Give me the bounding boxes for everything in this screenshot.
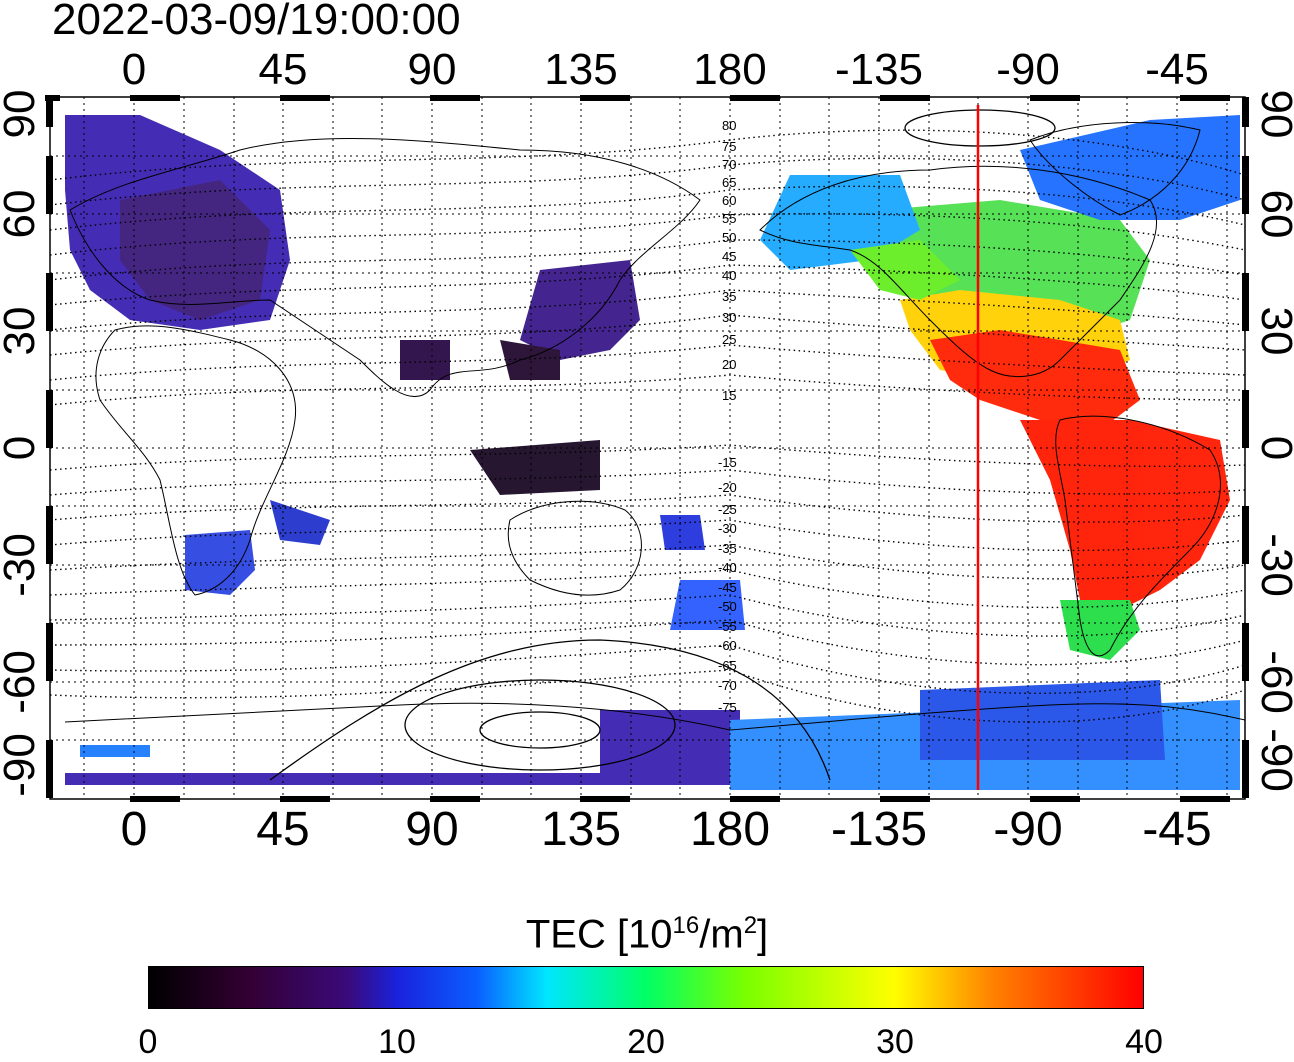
lat-tick-right: 60 bbox=[1252, 190, 1294, 239]
colorbar-title-end: ] bbox=[757, 912, 769, 957]
lon-tick-bottom: 135 bbox=[541, 803, 621, 856]
colorbar-title-unit-exponent: 2 bbox=[743, 912, 758, 939]
lat-tick-right: 90 bbox=[1252, 90, 1294, 139]
lat-tick-left: 0 bbox=[0, 436, 44, 460]
geomag-labels: 80 75 70 65 60 55 50 45 40 35 30 25 20 1… bbox=[718, 118, 737, 715]
geomag-label: -35 bbox=[718, 541, 737, 556]
lat-tick-right: -60 bbox=[1252, 650, 1294, 714]
frame-tick-bars bbox=[45, 95, 1249, 802]
geomag-label: 75 bbox=[722, 139, 736, 154]
geomag-label: 30 bbox=[722, 310, 736, 325]
lon-tick-top: -135 bbox=[835, 45, 923, 94]
lat-tick-right: -90 bbox=[1252, 728, 1294, 792]
geomag-label: 50 bbox=[722, 230, 736, 245]
tec-asia bbox=[400, 260, 745, 630]
lon-tick-bottom: -45 bbox=[1142, 803, 1211, 856]
coastlines bbox=[64, 122, 1245, 731]
colorbar-tick: 0 bbox=[138, 1023, 158, 1061]
lon-axis-bottom: 0 45 90 135 180 -135 -90 -45 bbox=[121, 803, 1212, 856]
lon-tick-bottom: -135 bbox=[831, 803, 927, 856]
tec-map: 80 75 70 65 60 55 50 45 40 35 30 25 20 1… bbox=[0, 45, 1294, 856]
lat-tick-left: 30 bbox=[0, 307, 44, 356]
colorbar-tick: 20 bbox=[627, 1023, 665, 1061]
geomag-label: -15 bbox=[718, 455, 737, 470]
lon-tick-top: 180 bbox=[693, 45, 766, 94]
geomag-label: 20 bbox=[722, 357, 736, 372]
geomag-label: 40 bbox=[722, 268, 736, 283]
geomag-label: 70 bbox=[722, 157, 736, 172]
colorbar-title-exponent: 16 bbox=[672, 912, 700, 939]
lon-tick-top: -90 bbox=[996, 45, 1060, 94]
geomag-label: 25 bbox=[722, 332, 736, 347]
graticule bbox=[50, 97, 1245, 799]
geomag-label: -25 bbox=[718, 502, 737, 517]
geomag-label: 45 bbox=[722, 249, 736, 264]
colorbar-title-unit: /m bbox=[699, 912, 744, 957]
lon-tick-bottom: -90 bbox=[993, 803, 1062, 856]
geomag-label: -60 bbox=[718, 638, 737, 653]
lat-axis-left: 90 60 30 0 -30 -60 -90 bbox=[0, 90, 44, 797]
lon-tick-top: 45 bbox=[259, 45, 308, 94]
lat-tick-right: 30 bbox=[1252, 307, 1294, 356]
lon-tick-bottom: 0 bbox=[121, 803, 148, 856]
geomag-label: 15 bbox=[722, 388, 736, 403]
colorbar-title: TEC [1016/m2] bbox=[0, 902, 1294, 958]
lon-tick-bottom: 90 bbox=[405, 803, 458, 856]
lon-tick-top: 135 bbox=[544, 45, 617, 94]
colorbar-tick: 10 bbox=[378, 1023, 416, 1061]
lon-tick-top: 90 bbox=[408, 45, 457, 94]
geomag-label: 35 bbox=[722, 289, 736, 304]
lat-tick-left: 90 bbox=[0, 90, 44, 139]
lon-tick-top: -45 bbox=[1145, 45, 1209, 94]
geomag-label: -40 bbox=[718, 560, 737, 575]
lat-tick-right: -30 bbox=[1252, 533, 1294, 597]
lon-tick-top: 0 bbox=[122, 45, 146, 94]
lat-tick-left: -30 bbox=[0, 533, 44, 597]
colorbar-title-main: TEC [10 bbox=[525, 912, 673, 957]
lat-tick-left: -60 bbox=[0, 650, 44, 714]
geomag-label: -50 bbox=[718, 599, 737, 614]
lon-tick-bottom: 45 bbox=[256, 803, 309, 856]
geomag-label: -45 bbox=[718, 580, 737, 595]
geomag-label: 65 bbox=[722, 175, 736, 190]
map-timestamp: 2022-03-09/19:00:00 bbox=[52, 0, 461, 44]
lon-tick-bottom: 180 bbox=[690, 803, 770, 856]
colorbar-tick: 40 bbox=[1125, 1023, 1163, 1061]
geomag-label: -70 bbox=[718, 678, 737, 693]
lon-axis-top: 0 45 90 135 180 -135 -90 -45 bbox=[122, 45, 1209, 94]
lat-axis-right: 90 60 30 0 -30 -60 -90 bbox=[1252, 90, 1294, 792]
lat-tick-left: 60 bbox=[0, 190, 44, 239]
lat-tick-right: 0 bbox=[1252, 436, 1294, 460]
geomag-label: 60 bbox=[722, 193, 736, 208]
geomag-label: -30 bbox=[718, 521, 737, 536]
geomag-label: -20 bbox=[718, 480, 737, 495]
geomag-label: 80 bbox=[722, 118, 736, 133]
geomag-label: 55 bbox=[722, 211, 736, 226]
geomagnetic-contours bbox=[50, 129, 1245, 723]
colorbar-tick: 30 bbox=[876, 1023, 914, 1061]
lat-tick-left: -90 bbox=[0, 733, 44, 797]
geomag-label: -75 bbox=[718, 700, 737, 715]
tec-colorbar bbox=[148, 966, 1144, 1009]
polar-contours bbox=[269, 109, 1056, 781]
geomag-label: -55 bbox=[718, 619, 737, 634]
geomag-label: -65 bbox=[718, 658, 737, 673]
tec-europe-africa bbox=[65, 115, 330, 595]
